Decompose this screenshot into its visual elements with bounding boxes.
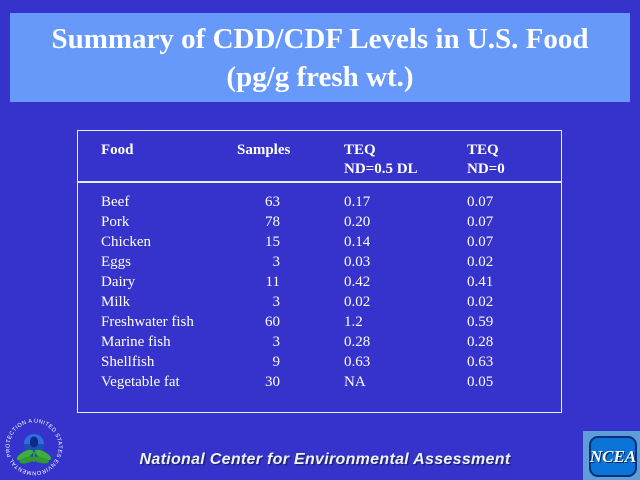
table-cell-teq-nd05: 1.2 <box>344 314 363 330</box>
table-cell-samples: 11 <box>265 274 280 290</box>
column-header-teq-nd0-line1: TEQ <box>467 142 499 158</box>
table-cell-food: Beef <box>101 194 130 210</box>
table-cell-food: Vegetable fat <box>101 374 180 390</box>
table-cell-teq-nd0: 0.63 <box>467 354 494 370</box>
table-cell-samples: 3 <box>272 294 281 310</box>
column-header-samples-label: Samples <box>237 142 291 158</box>
column-header-food-label: Food <box>101 142 134 158</box>
table-body: Beef 63 0.17 0.07 Pork 78 0.20 0.07 Chic… <box>78 183 561 392</box>
column-header-samples: Samples <box>237 141 344 181</box>
table-cell-teq-nd0: 0.02 <box>467 254 494 270</box>
table-cell-food: Shellfish <box>101 354 155 370</box>
table-cell-teq-nd0: 0.59 <box>467 314 494 330</box>
column-header-teq-nd05: TEQ ND=0.5 DL <box>344 141 467 181</box>
table-cell-samples: 15 <box>265 234 280 250</box>
table-cell-teq-nd0: 0.02 <box>467 294 494 310</box>
table-cell-teq-nd0: 0.07 <box>467 214 494 230</box>
table-cell-samples: 30 <box>265 374 280 390</box>
slide-title-line1: Summary of CDD/CDF Levels in U.S. Food <box>51 22 589 55</box>
table-cell-samples: 3 <box>272 254 281 270</box>
table-header-row: Food Samples TEQ ND=0.5 DL TEQ ND=0 <box>78 131 561 183</box>
table-cell-teq-nd05: 0.42 <box>344 274 371 290</box>
column-header-teq-nd05-line2: ND=0.5 DL <box>344 161 418 177</box>
ncea-button[interactable]: NCEA <box>589 436 637 477</box>
column-header-teq-nd05-line1: TEQ <box>344 142 376 158</box>
table-cell-samples: 63 <box>265 194 280 210</box>
column-header-teq-nd0: TEQ ND=0 <box>467 141 561 181</box>
table-cell-food: Pork <box>101 214 130 230</box>
table-cell-teq-nd0: 0.28 <box>467 334 494 350</box>
table-cell-samples: 60 <box>265 314 280 330</box>
epa-seal-icon: UNITED STATES ENVIRONMENTAL PROTECTION A… <box>3 416 62 476</box>
table-cell-teq-nd05: NA <box>344 374 366 390</box>
table-cell-teq-nd0: 0.07 <box>467 234 494 250</box>
table-cell-teq-nd05: 0.02 <box>344 294 371 310</box>
table-cell-teq-nd05: 0.28 <box>344 334 371 350</box>
column-header-teq-nd0-line2: ND=0 <box>467 161 505 177</box>
table-cell-samples: 9 <box>272 354 281 370</box>
table-cell-teq-nd05: 0.63 <box>344 354 371 370</box>
table-cell-food: Eggs <box>101 254 131 270</box>
table-cell-teq-nd0: 0.07 <box>467 194 494 210</box>
table-cell-food: Milk <box>101 294 131 310</box>
column-header-food: Food <box>101 141 237 181</box>
table-cell-food: Dairy <box>101 274 136 290</box>
title-banner: Summary of CDD/CDF Levels in U.S. Food (… <box>10 13 630 102</box>
table-cell-teq-nd0: 0.41 <box>467 274 494 290</box>
table-cell-teq-nd05: 0.14 <box>344 234 371 250</box>
table-cell-teq-nd05: 0.03 <box>344 254 371 270</box>
table-cell-food: Marine fish <box>101 334 171 350</box>
table-cell-teq-nd0: 0.05 <box>467 374 494 390</box>
table-cell-food: Chicken <box>101 234 151 250</box>
table-cell-food: Freshwater fish <box>101 314 194 330</box>
table-cell-samples: 78 <box>265 214 280 230</box>
cdd-cdf-levels-table: Food Samples TEQ ND=0.5 DL TEQ ND=0 Beef… <box>77 130 562 413</box>
table-cell-samples: 3 <box>272 334 281 350</box>
table-cell-teq-nd05: 0.20 <box>344 214 371 230</box>
table-cell-teq-nd05: 0.17 <box>344 194 371 210</box>
footer-org-name: National Center for Environmental Assess… <box>139 451 511 468</box>
slide-title-line2: (pg/g fresh wt.) <box>226 60 414 93</box>
